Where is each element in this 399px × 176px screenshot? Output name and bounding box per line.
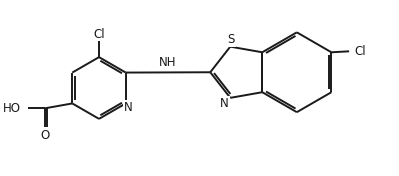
Text: HO: HO [3, 102, 21, 115]
Text: O: O [40, 129, 49, 142]
Text: NH: NH [159, 56, 177, 69]
Text: Cl: Cl [354, 45, 366, 58]
Text: Cl: Cl [93, 27, 105, 40]
Text: N: N [220, 97, 229, 110]
Text: S: S [227, 33, 235, 46]
Text: N: N [124, 101, 132, 114]
